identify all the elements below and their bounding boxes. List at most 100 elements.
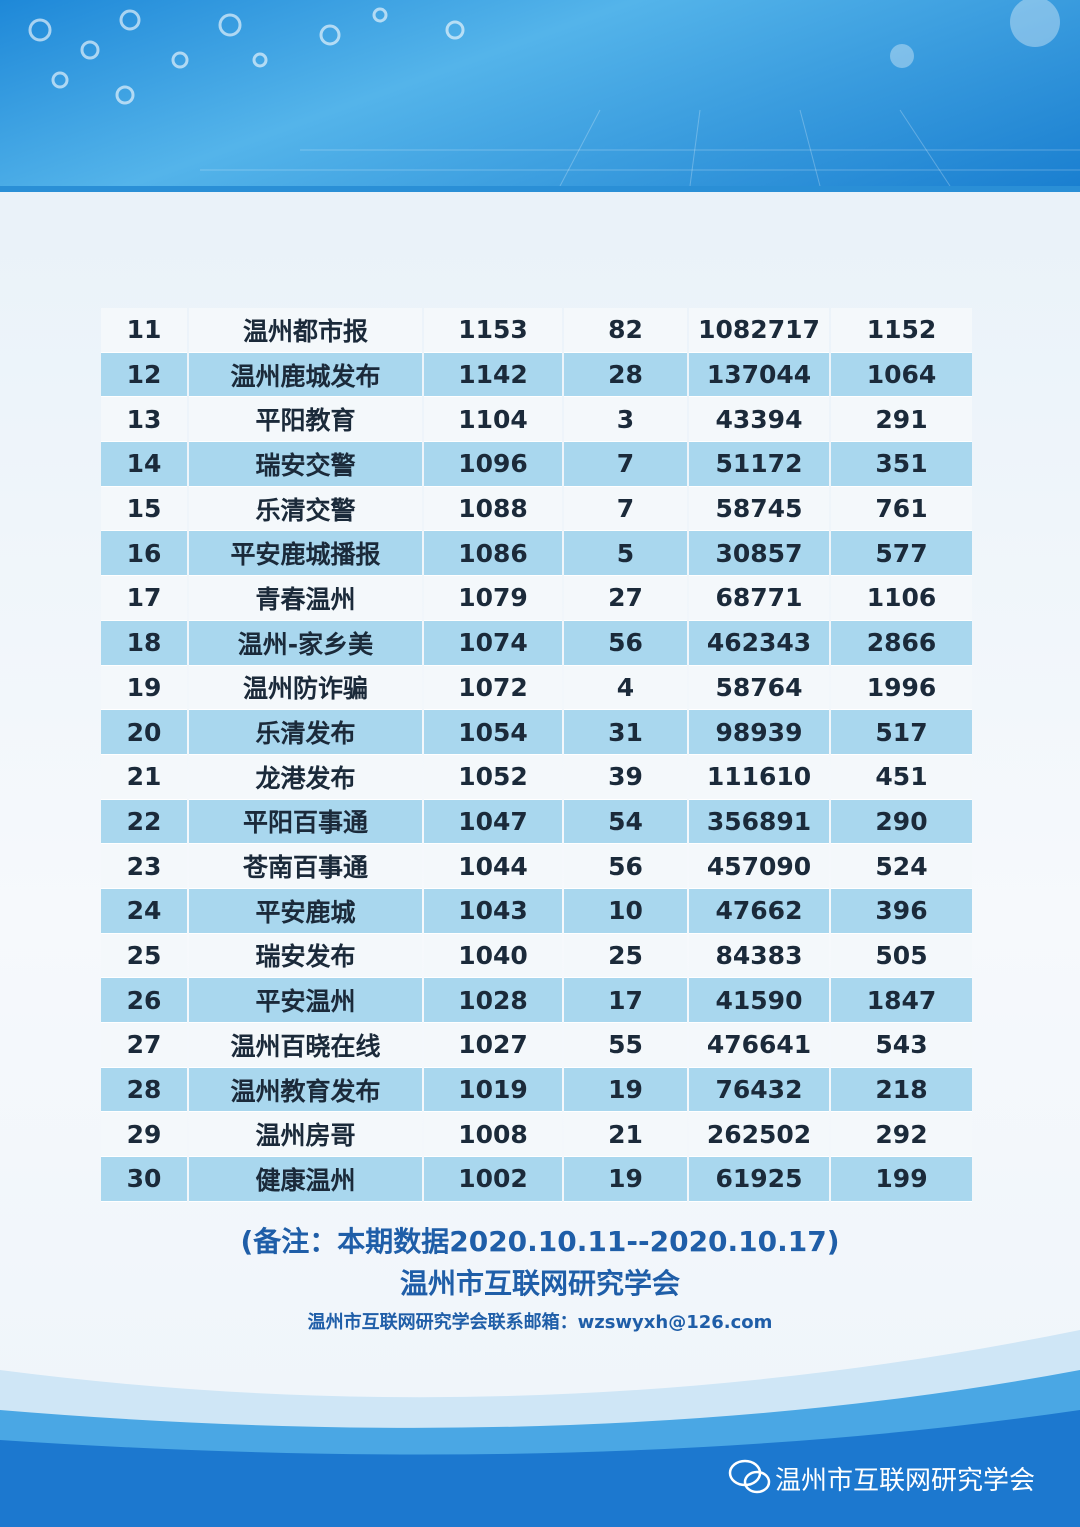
articles-cell: 82 — [564, 308, 687, 353]
account-name-cell: 温州教育发布 — [189, 1067, 422, 1113]
account-name-cell: 瑞安发布 — [189, 933, 422, 979]
table-row: 26 平安温州 1028 17 41590 1847 — [101, 978, 972, 1023]
table-row: 11 温州都市报 1153 82 1082717 1152 — [101, 308, 972, 353]
score-cell: 1088 — [424, 486, 562, 532]
likes-cell: 577 — [831, 531, 972, 577]
rank-cell: 14 — [101, 442, 187, 487]
bottom-wave — [0, 1330, 1080, 1527]
articles-cell: 55 — [564, 1023, 687, 1068]
reads-cell: 76432 — [689, 1067, 829, 1113]
articles-cell: 7 — [564, 486, 687, 532]
bubbles — [28, 0, 1080, 187]
table-row: 27 温州百晓在线 1027 55 476641 543 — [101, 1023, 972, 1068]
account-name-cell: 平阳教育 — [189, 397, 422, 443]
score-cell: 1104 — [424, 397, 562, 443]
account-name-cell: 平安鹿城 — [189, 888, 422, 934]
table-row: 15 乐清交警 1088 7 58745 761 — [101, 486, 972, 532]
account-name-cell: 青春温州 — [189, 576, 422, 621]
account-name-cell: 温州百晓在线 — [189, 1023, 422, 1068]
articles-cell: 3 — [564, 397, 687, 443]
rank-cell: 26 — [101, 978, 187, 1023]
table-row: 19 温州防诈骗 1072 4 58764 1996 — [101, 665, 972, 711]
account-name-cell: 温州鹿城发布 — [189, 352, 422, 398]
reads-cell: 462343 — [689, 620, 829, 666]
score-cell: 1074 — [424, 620, 562, 666]
account-name-cell: 健康温州 — [189, 1157, 422, 1202]
table-row: 12 温州鹿城发布 1142 28 137044 1064 — [101, 352, 972, 398]
likes-cell: 761 — [831, 486, 972, 532]
reads-cell: 1082717 — [689, 308, 829, 353]
reads-cell: 41590 — [689, 978, 829, 1023]
reads-cell: 68771 — [689, 576, 829, 621]
score-cell: 1047 — [424, 799, 562, 845]
reads-cell: 47662 — [689, 888, 829, 934]
table-row: 30 健康温州 1002 19 61925 199 — [101, 1157, 972, 1202]
account-name-cell: 温州防诈骗 — [189, 665, 422, 711]
score-cell: 1086 — [424, 531, 562, 577]
rank-cell: 29 — [101, 1112, 187, 1158]
rank-cell: 13 — [101, 397, 187, 443]
reads-cell: 137044 — [689, 352, 829, 398]
reads-cell: 30857 — [689, 531, 829, 577]
likes-cell: 351 — [831, 442, 972, 487]
score-cell: 1079 — [424, 576, 562, 621]
score-cell: 1096 — [424, 442, 562, 487]
articles-cell: 19 — [564, 1157, 687, 1202]
header-banner — [0, 0, 1080, 187]
articles-cell: 56 — [564, 620, 687, 666]
table-row: 21 龙港发布 1052 39 111610 451 — [101, 754, 972, 800]
account-name-cell: 平安鹿城播报 — [189, 531, 422, 577]
reads-cell: 84383 — [689, 933, 829, 979]
wechat-icon — [728, 1459, 771, 1494]
likes-cell: 543 — [831, 1023, 972, 1068]
rank-cell: 21 — [101, 754, 187, 800]
reads-cell: 43394 — [689, 397, 829, 443]
articles-cell: 39 — [564, 754, 687, 800]
account-name-cell: 温州房哥 — [189, 1112, 422, 1158]
account-name-cell: 乐清发布 — [189, 710, 422, 755]
reads-cell: 51172 — [689, 442, 829, 487]
account-name-cell: 平阳百事通 — [189, 799, 422, 845]
account-name-cell: 龙港发布 — [189, 754, 422, 800]
rank-cell: 17 — [101, 576, 187, 621]
likes-cell: 1064 — [831, 352, 972, 398]
likes-cell: 505 — [831, 933, 972, 979]
score-cell: 1072 — [424, 665, 562, 711]
rank-cell: 20 — [101, 710, 187, 755]
reads-cell: 111610 — [689, 754, 829, 800]
reads-cell: 98939 — [689, 710, 829, 755]
score-cell: 1153 — [424, 308, 562, 353]
likes-cell: 1996 — [831, 665, 972, 711]
reads-cell: 58745 — [689, 486, 829, 532]
likes-cell: 218 — [831, 1067, 972, 1113]
rank-cell: 18 — [101, 620, 187, 666]
score-cell: 1002 — [424, 1157, 562, 1202]
rank-cell: 19 — [101, 665, 187, 711]
ranking-table: 11 温州都市报 1153 82 1082717 1152 12 温州鹿城发布 1142 28 13… — [99, 308, 974, 1202]
articles-cell: 56 — [564, 844, 687, 889]
articles-cell: 21 — [564, 1112, 687, 1158]
articles-cell: 28 — [564, 352, 687, 398]
rank-cell: 23 — [101, 844, 187, 889]
likes-cell: 524 — [831, 844, 972, 889]
likes-cell: 292 — [831, 1112, 972, 1158]
table-row: 28 温州教育发布 1019 19 76432 218 — [101, 1067, 972, 1113]
likes-cell: 1106 — [831, 576, 972, 621]
note: (备注：本期数据2020.10.11--2020.10.17) — [240, 1225, 840, 1258]
articles-cell: 31 — [564, 710, 687, 755]
account-name-cell: 温州都市报 — [189, 308, 422, 353]
account-name-cell: 温州-家乡美 — [189, 620, 422, 666]
account-name-cell: 苍南百事通 — [189, 844, 422, 889]
rank-cell: 15 — [101, 486, 187, 532]
score-cell: 1054 — [424, 710, 562, 755]
table-row: 25 瑞安发布 1040 25 84383 505 — [101, 933, 972, 979]
score-cell: 1008 — [424, 1112, 562, 1158]
articles-cell: 5 — [564, 531, 687, 577]
score-cell: 1040 — [424, 933, 562, 979]
org: 温州市互联网研究学会 — [399, 1267, 680, 1300]
score-cell: 1044 — [424, 844, 562, 889]
articles-cell: 10 — [564, 888, 687, 934]
score-cell: 1027 — [424, 1023, 562, 1068]
reads-cell: 61925 — [689, 1157, 829, 1202]
